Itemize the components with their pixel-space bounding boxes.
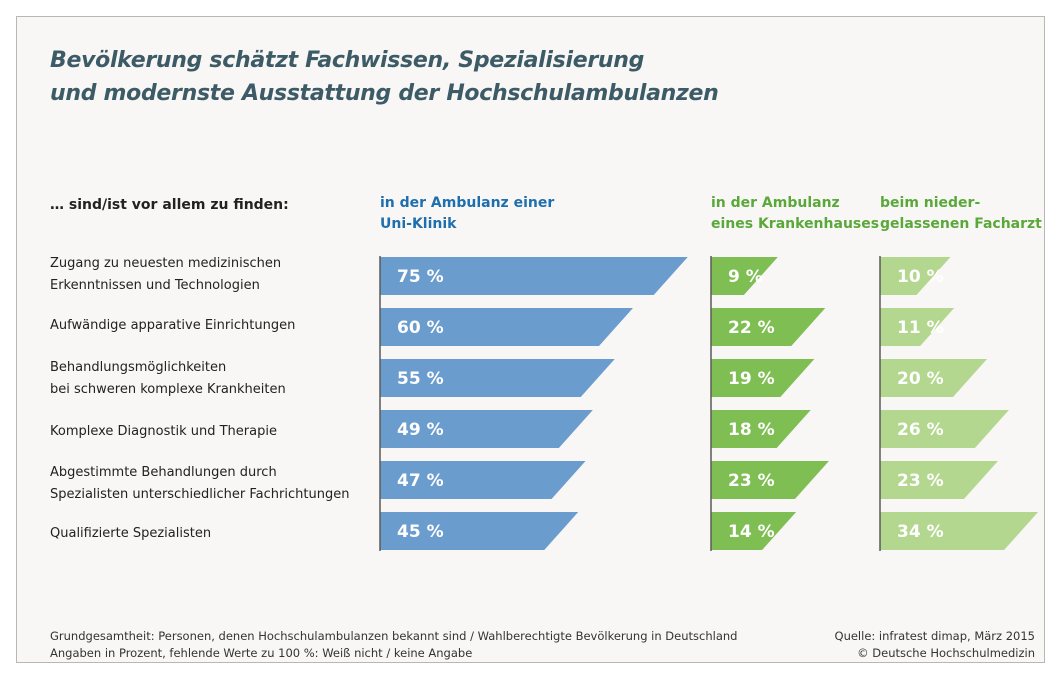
column-header-facharzt: beim nieder- gelassenen Facharzt — [880, 193, 1042, 235]
bar — [711, 410, 811, 448]
value-label: 19 % — [728, 369, 775, 389]
column-header-line: beim nieder- — [880, 195, 981, 211]
bar — [880, 359, 987, 397]
row-label-diagnostik: Komplexe Diagnostik und Therapie — [50, 421, 277, 443]
row-label-spezialisten: Qualifizierte Spezialisten — [50, 523, 211, 545]
row-label-line: Abgestimmte Behandlungen durch — [50, 465, 277, 480]
bar — [380, 308, 633, 346]
bar — [380, 257, 688, 295]
column-header-line: in der Ambulanz — [711, 195, 840, 211]
row-label-apparative-einrichtungen: Aufwändige apparative Einrichtungen — [50, 315, 295, 337]
column-header-line: in der Ambulanz einer — [380, 195, 555, 211]
value-label: 9 % — [728, 267, 763, 287]
value-label: 14 % — [728, 522, 775, 542]
footnote-line: Angaben in Prozent, fehlende Werte zu 10… — [50, 646, 473, 660]
bar — [880, 512, 1039, 550]
bar — [711, 257, 778, 295]
value-label: 49 % — [397, 420, 444, 440]
row-label-line: Qualifizierte Spezialisten — [50, 526, 212, 541]
row-label-line: Erkenntnissen und Technologien — [50, 278, 260, 293]
bar — [380, 410, 593, 448]
bar — [711, 359, 815, 397]
bar — [380, 359, 615, 397]
bar — [880, 308, 955, 346]
row-label-abgestimmte-behandlungen: Abgestimmte Behandlungen durch Spezialis… — [50, 462, 349, 506]
source-note: Quelle: infratest dimap, März 2015 © Deu… — [835, 628, 1035, 662]
row-label-line: Komplexe Diagnostik und Therapie — [50, 424, 277, 439]
value-label: 23 % — [728, 471, 775, 491]
row-label-behandlungsmoeglichkeiten: Behandlungsmöglichkeiten bei schweren ko… — [50, 357, 286, 401]
chart-title: Bevölkerung schätzt Fachwissen, Speziali… — [50, 44, 719, 110]
value-label: 45 % — [397, 522, 444, 542]
value-label: 26 % — [897, 420, 944, 440]
column-header-uni-klinik: in der Ambulanz einer Uni-Klinik — [380, 193, 554, 235]
row-label-line: bei schweren komplexe Krankheiten — [50, 382, 286, 397]
value-label: 18 % — [728, 420, 775, 440]
source-line: Quelle: infratest dimap, März 2015 — [834, 629, 1035, 643]
value-label: 55 % — [397, 369, 444, 389]
row-label-line: Spezialisten unterschiedlicher Fachricht… — [50, 487, 350, 502]
footnote: Grundgesamtheit: Personen, denen Hochsch… — [50, 628, 737, 662]
value-label: 11 % — [897, 318, 944, 338]
column-header-krankenhaus: in der Ambulanz eines Krankenhauses — [711, 193, 879, 235]
bar — [380, 461, 586, 499]
column-header-line: eines Krankenhauses — [711, 216, 880, 232]
value-label: 75 % — [397, 267, 444, 287]
footnote-line: Grundgesamtheit: Personen, denen Hochsch… — [50, 629, 738, 643]
row-label-zugang: Zugang zu neuesten medizinischen Erkennt… — [50, 253, 281, 297]
bar — [711, 512, 797, 550]
value-label: 34 % — [897, 522, 944, 542]
value-label: 47 % — [397, 471, 444, 491]
bar — [880, 257, 951, 295]
title-line-2: und modernste Ausstattung der Hochschula… — [50, 81, 719, 106]
bar — [711, 308, 826, 346]
bar — [380, 512, 579, 550]
value-label: 60 % — [397, 318, 444, 338]
bar — [880, 461, 998, 499]
row-label-line: Behandlungsmöglichkeiten — [50, 360, 227, 375]
row-label-line: Aufwändige apparative Einrichtungen — [50, 318, 296, 333]
title-line-1: Bevölkerung schätzt Fachwissen, Speziali… — [50, 48, 645, 73]
value-label: 10 % — [897, 267, 944, 287]
value-label: 23 % — [897, 471, 944, 491]
source-line: © Deutsche Hochschulmedizin — [857, 646, 1035, 660]
row-label-line: Zugang zu neuesten medizinischen — [50, 256, 282, 271]
bar — [880, 410, 1009, 448]
column-header-line: gelassenen Facharzt — [880, 216, 1042, 232]
row-header: … sind/ist vor allem zu finden: — [50, 197, 289, 213]
value-label: 20 % — [897, 369, 944, 389]
bar — [711, 461, 829, 499]
column-header-line: Uni-Klinik — [380, 216, 457, 232]
value-label: 22 % — [728, 318, 775, 338]
